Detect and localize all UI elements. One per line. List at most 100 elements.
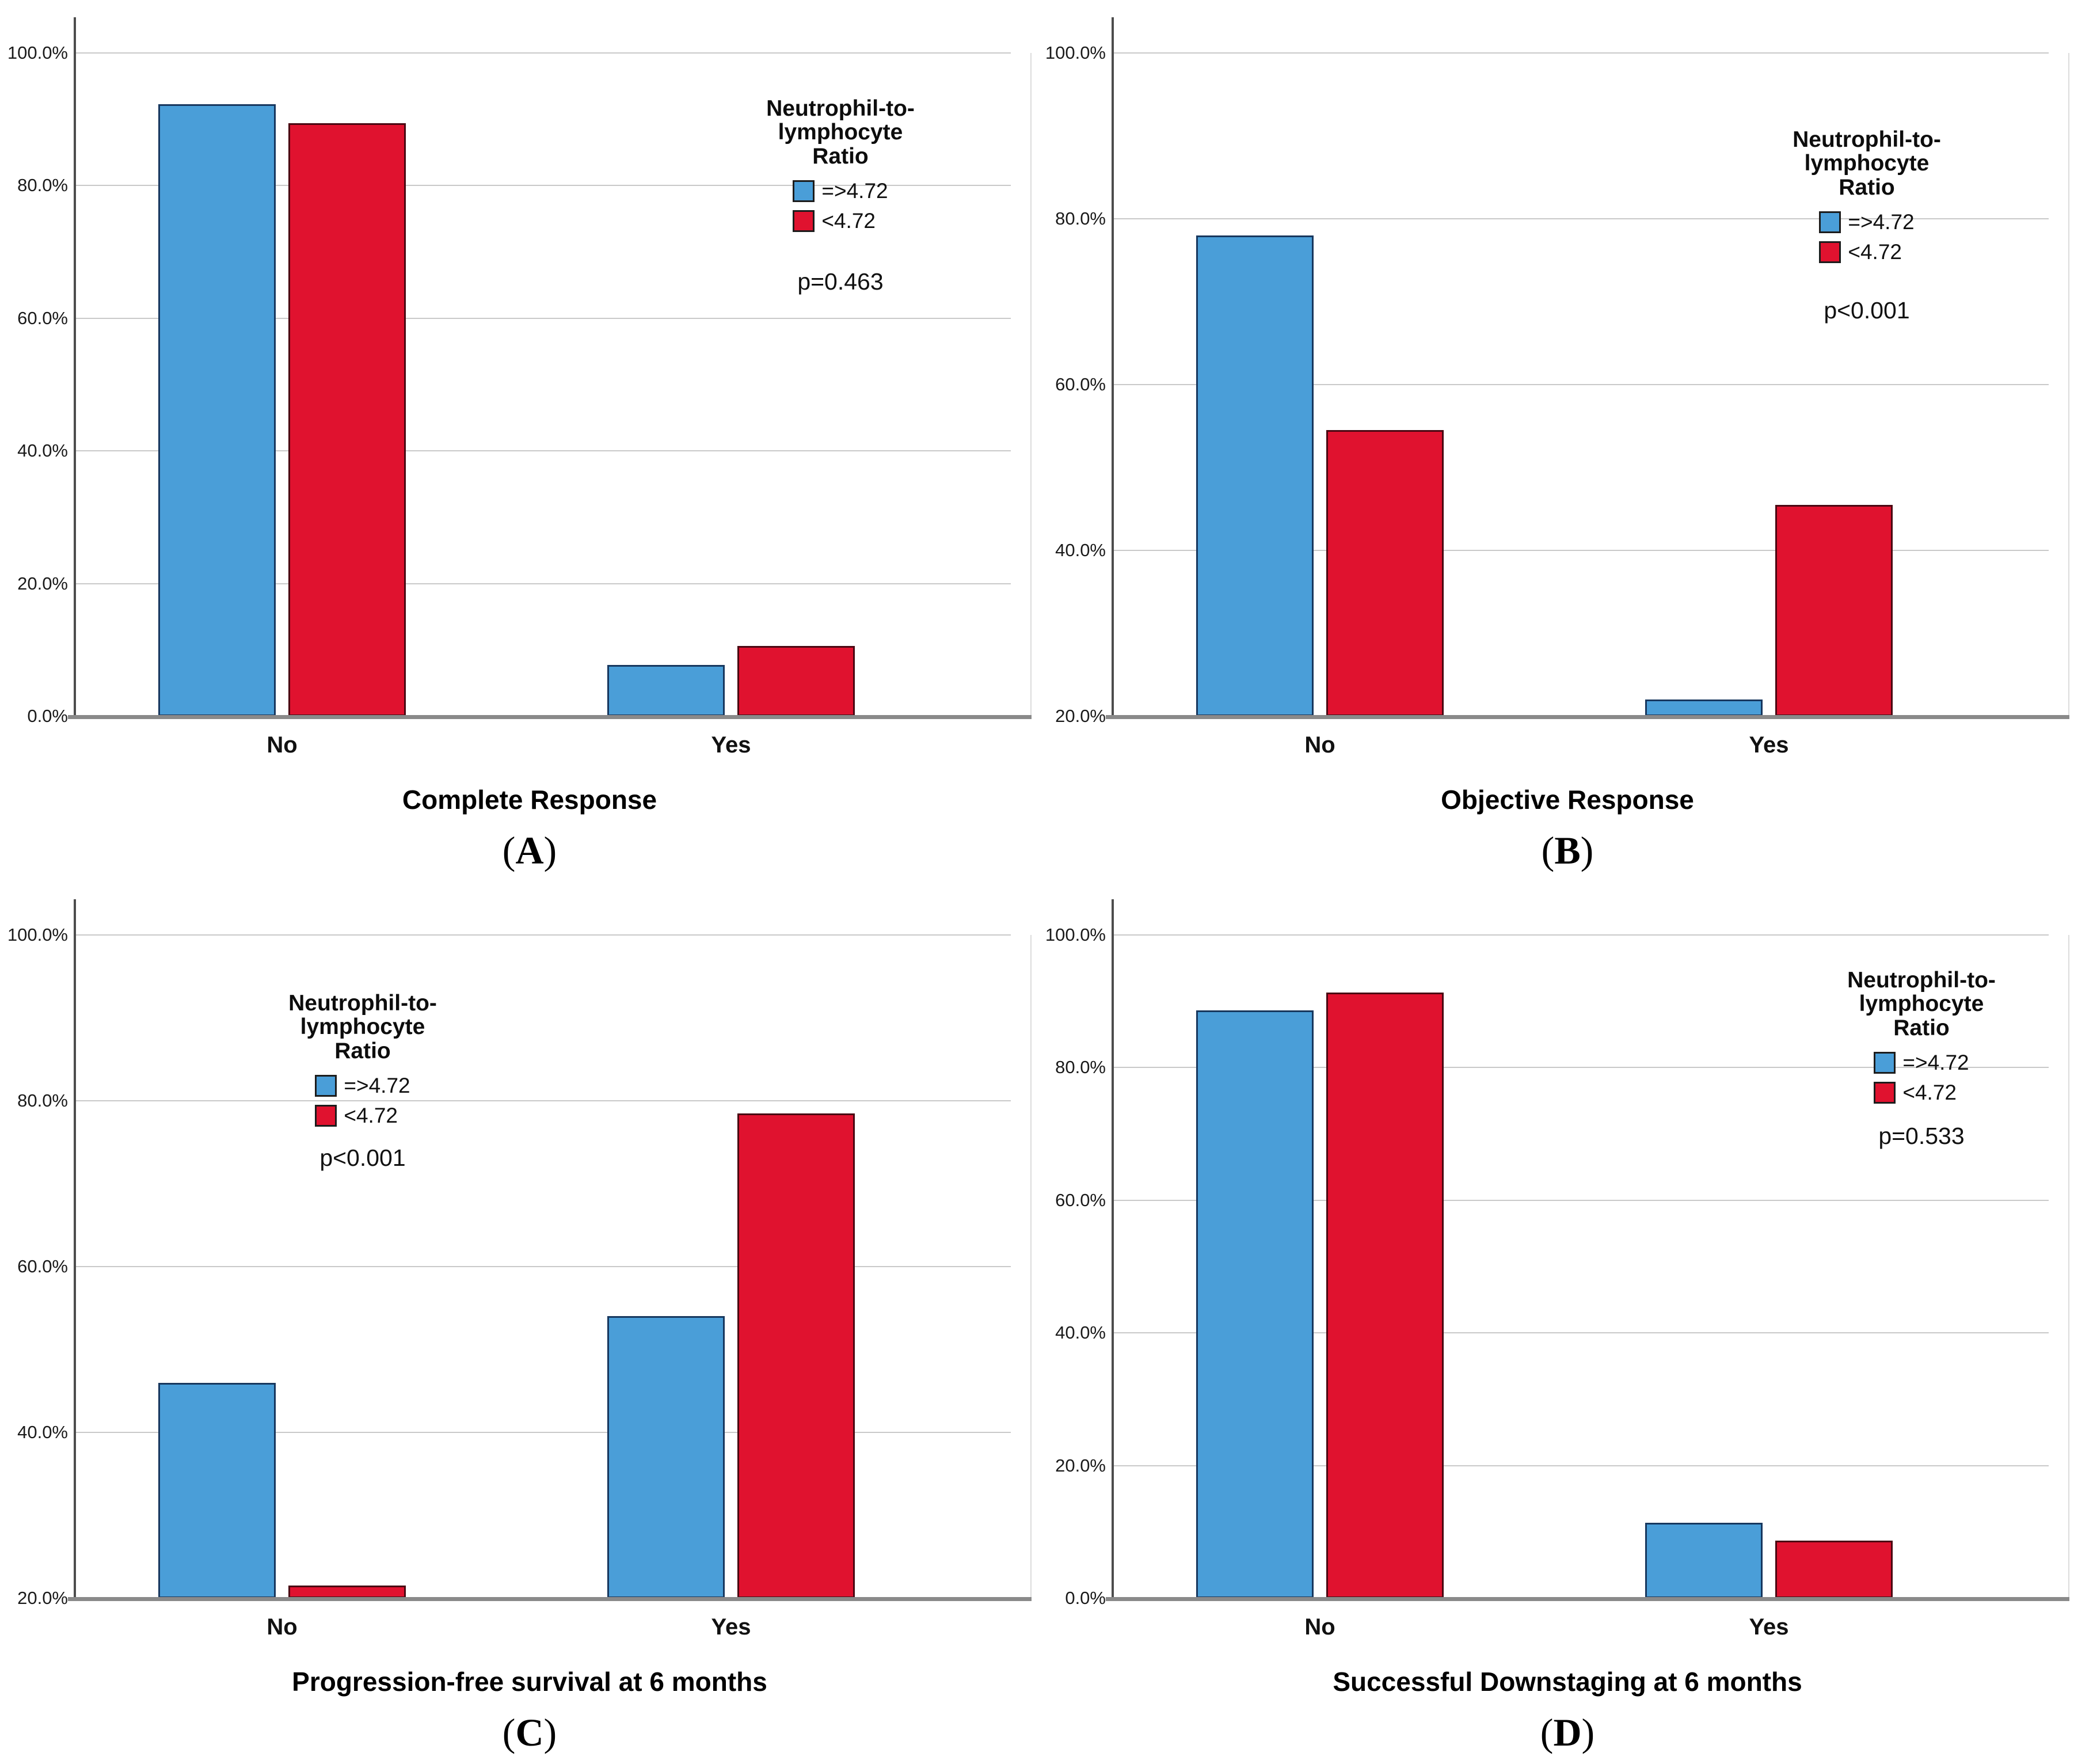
x-axis-title: Progression-free survival at 6 months [292, 1667, 767, 1697]
gridline [1112, 1199, 2049, 1201]
legend-items: =>4.72 <4.72 [1874, 1048, 1969, 1108]
legend-series-label: <4.72 [1848, 239, 1902, 264]
category-label-no: No [267, 1614, 298, 1640]
y-tick-label: 40.0% [1055, 1322, 1106, 1343]
legend-title: Neutrophil-to- lymphocyte Ratio [1793, 127, 1941, 200]
p-value-label: p=0.463 [797, 268, 884, 295]
legend-items: =>4.72 <4.72 [793, 176, 888, 236]
category-label-no: No [1304, 1614, 1335, 1640]
legend-series-label: =>4.72 [1848, 210, 1915, 234]
bar-red-yes [737, 646, 855, 716]
panel-d-downstaging-6-months: 0.0% 20.0% 40.0% 60.0% 80.0% 100.0% No Yes Neutr… [1038, 882, 2074, 1764]
gridline [1112, 1332, 2049, 1334]
y-tick-label: 100.0% [1045, 925, 1106, 945]
bar-blue-yes [607, 1316, 725, 1598]
category-label-yes: Yes [711, 1614, 751, 1640]
legend-swatch-red-icon [1819, 241, 1841, 263]
category-label-yes: Yes [711, 732, 751, 758]
legend-swatch-blue-icon [793, 180, 815, 202]
x-axis-baseline [1106, 1597, 2069, 1601]
x-axis-title: Objective Response [1441, 785, 1694, 815]
gridline [1112, 1067, 2049, 1069]
legend-series-label: =>4.72 [344, 1073, 410, 1097]
legend-swatch-blue-icon [1819, 211, 1841, 233]
legend-series-label: <4.72 [821, 208, 876, 233]
gridline [74, 52, 1011, 54]
panel-caption-letter: B [1554, 828, 1581, 872]
y-tick-label: 40.0% [17, 1422, 68, 1442]
gridline [1112, 384, 2049, 385]
plot-frame-right [1030, 53, 1032, 716]
plot-frame-right [2068, 935, 2069, 1598]
panel-a-complete-response: 0.0% 20.0% 40.0% 60.0% 80.0% 100.0% No Yes Neutr… [0, 0, 1036, 882]
y-tick-label: 100.0% [1045, 43, 1106, 63]
y-tick-label: 60.0% [1055, 374, 1106, 394]
x-axis-baseline [68, 1597, 1032, 1601]
bar-blue-no [158, 1383, 276, 1598]
category-label-yes: Yes [1749, 732, 1789, 758]
legend-series-label: =>4.72 [1902, 1050, 1969, 1074]
y-tick-label: 20.0% [17, 1588, 68, 1608]
y-tick-label: 20.0% [1055, 706, 1106, 726]
bar-blue-yes [1645, 699, 1763, 716]
legend-row-blue: =>4.72 [315, 1071, 410, 1101]
gridline [74, 185, 1011, 187]
panel-caption: (C) [502, 1710, 557, 1754]
category-label-yes: Yes [1749, 1614, 1789, 1640]
bar-red-yes [1775, 505, 1893, 716]
y-tick-label: 80.0% [1055, 208, 1106, 229]
y-tick-label: 60.0% [17, 307, 68, 328]
legend-row-red: <4.72 [793, 206, 888, 236]
legend-swatch-blue-icon [1874, 1051, 1896, 1074]
gridline [74, 450, 1011, 452]
bar-blue-yes [1645, 1523, 1763, 1598]
y-tick-label: 100.0% [7, 43, 68, 63]
gridline [74, 317, 1011, 319]
legend: Neutrophil-to- lymphocyte Ratio =>4.72 <4.… [691, 97, 990, 295]
panel-caption-letter: C [515, 1710, 544, 1754]
gridline [74, 583, 1011, 584]
panel-c-pfs-6-months: 20.0% 40.0% 60.0% 80.0% 100.0% No Yes Neutrophi… [0, 882, 1036, 1764]
legend-row-red: <4.72 [1874, 1078, 1969, 1108]
panel-caption-letter: A [515, 828, 544, 872]
p-value-label: p<0.001 [1824, 296, 1910, 324]
plot-area [1112, 934, 2049, 1598]
x-axis-baseline [68, 715, 1032, 719]
legend-title: Neutrophil-to- lymphocyte Ratio [288, 991, 437, 1063]
legend: Neutrophil-to- lymphocyte Ratio =>4.72 <4.… [213, 991, 512, 1172]
y-axis-line [1112, 899, 1114, 1600]
gridline [1112, 550, 2049, 551]
legend: Neutrophil-to- lymphocyte Ratio =>4.72 <4.… [1717, 128, 2016, 324]
legend-title: Neutrophil-to- lymphocyte Ratio [766, 96, 915, 169]
legend-series-label: =>4.72 [821, 178, 888, 203]
y-tick-label: 80.0% [17, 1090, 68, 1111]
x-axis-baseline [1106, 715, 2069, 719]
y-axis-line [74, 17, 76, 718]
gridline [74, 1432, 1011, 1433]
legend-items: =>4.72 <4.72 [1819, 207, 1915, 267]
bar-blue-no [1196, 1010, 1314, 1598]
y-tick-label: 20.0% [17, 573, 68, 594]
panel-caption: (D) [1540, 1710, 1595, 1754]
p-value-label: p=0.533 [1878, 1122, 1965, 1149]
bar-red-yes [737, 1113, 855, 1598]
y-tick-label: 60.0% [1055, 1189, 1106, 1210]
p-value-label: p<0.001 [319, 1144, 406, 1171]
legend-series-label: <4.72 [344, 1103, 398, 1127]
gridline [1112, 934, 2049, 936]
panel-caption: (B) [1541, 828, 1594, 872]
bar-red-no [288, 123, 406, 716]
bar-red-no [1326, 993, 1444, 1598]
y-tick-label: 100.0% [7, 925, 68, 945]
legend-swatch-red-icon [1874, 1081, 1896, 1104]
plot-area [74, 52, 1011, 716]
panel-caption: (A) [502, 828, 557, 872]
plot-area [74, 934, 1011, 1598]
bar-blue-no [158, 104, 276, 716]
x-axis-title: Complete Response [402, 785, 657, 815]
legend-row-red: <4.72 [315, 1101, 410, 1131]
legend: Neutrophil-to- lymphocyte Ratio =>4.72 <4.… [1772, 968, 2071, 1150]
gridline [1112, 218, 2049, 219]
legend-swatch-red-icon [315, 1104, 337, 1127]
